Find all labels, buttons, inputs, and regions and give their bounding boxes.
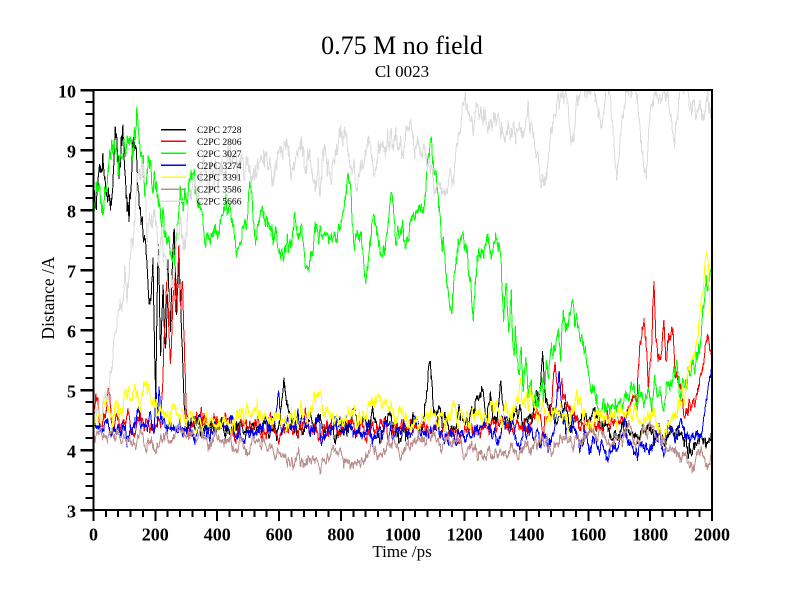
svg-text:0: 0 [89, 525, 98, 545]
svg-text:C2PC 3391: C2PC 3391 [197, 173, 242, 184]
svg-text:0.75 M no field: 0.75 M no field [321, 31, 483, 60]
svg-text:C2PC 3274: C2PC 3274 [197, 161, 242, 172]
svg-text:800: 800 [327, 525, 354, 545]
svg-text:200: 200 [142, 525, 169, 545]
svg-text:Cl 0023: Cl 0023 [375, 62, 429, 81]
svg-text:Distance /A: Distance /A [38, 256, 58, 339]
svg-text:7: 7 [67, 261, 76, 281]
svg-text:C2PC 3586: C2PC 3586 [197, 185, 242, 196]
svg-text:4: 4 [67, 441, 76, 461]
svg-text:C2PC 2728: C2PC 2728 [197, 125, 242, 136]
svg-text:1400: 1400 [509, 525, 545, 545]
svg-text:1200: 1200 [447, 525, 483, 545]
svg-text:5: 5 [67, 381, 76, 401]
svg-text:400: 400 [204, 525, 231, 545]
svg-text:1000: 1000 [385, 525, 421, 545]
svg-text:Time /ps: Time /ps [372, 542, 431, 561]
svg-text:600: 600 [266, 525, 293, 545]
svg-text:C2PC 5666: C2PC 5666 [197, 197, 242, 208]
svg-text:C2PC 2806: C2PC 2806 [197, 137, 242, 148]
svg-text:1800: 1800 [632, 525, 668, 545]
svg-text:C2PC 3027: C2PC 3027 [197, 149, 242, 160]
svg-text:10: 10 [58, 81, 76, 101]
svg-text:9: 9 [67, 141, 76, 161]
svg-text:2000: 2000 [694, 525, 730, 545]
svg-text:6: 6 [67, 321, 76, 341]
svg-text:3: 3 [67, 501, 76, 521]
svg-text:1600: 1600 [570, 525, 606, 545]
svg-text:8: 8 [67, 201, 76, 221]
